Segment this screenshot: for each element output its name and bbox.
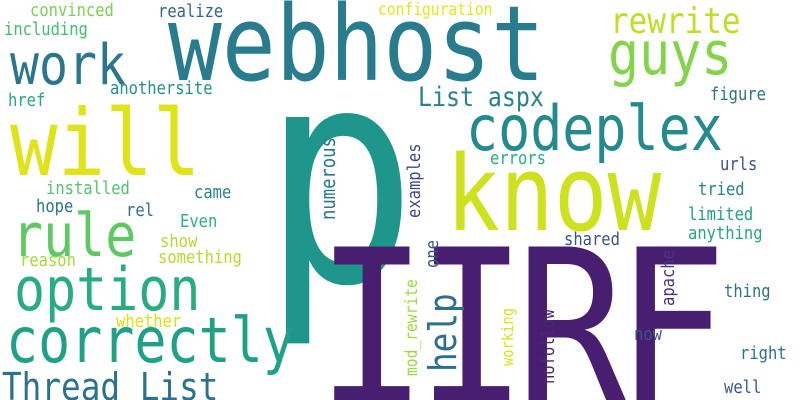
word-numerous: numerous xyxy=(316,137,340,220)
word-option: option xyxy=(14,255,201,325)
word-convinced: convinced xyxy=(30,0,114,21)
word-href: href xyxy=(8,90,46,111)
word-will: will xyxy=(10,90,201,197)
word-anything: anything xyxy=(688,223,763,244)
word-show: show xyxy=(160,231,198,252)
word-work: work xyxy=(10,33,126,98)
word-even: Even xyxy=(180,211,218,232)
word-apache: apache xyxy=(658,250,679,306)
word-limited: limited xyxy=(688,204,754,225)
word-rel: rel xyxy=(126,200,154,221)
word-whether: whether xyxy=(116,311,182,332)
word-installed: installed xyxy=(46,178,130,199)
word-know: know xyxy=(446,133,662,255)
word-correctly: correctly xyxy=(6,304,295,377)
word-right: right xyxy=(740,343,787,364)
word-anothersite: anothersite xyxy=(110,78,213,99)
word-list-aspx: List aspx xyxy=(418,82,544,113)
word-figure: figure xyxy=(710,84,766,105)
word-configuration: configuration xyxy=(378,0,493,20)
word-help: help xyxy=(421,293,465,372)
word-nofollow: nofollow xyxy=(538,309,559,384)
word-reason: reason xyxy=(20,250,76,271)
word-realize: realize xyxy=(158,1,224,22)
word-well: well xyxy=(724,377,762,398)
word-errors: errors xyxy=(490,148,546,169)
word-iirf: IIRF xyxy=(316,204,727,400)
word-examples: examples xyxy=(404,143,425,218)
word-tried: tried xyxy=(698,179,745,200)
word-now: now xyxy=(634,324,662,345)
word-something: something xyxy=(158,247,242,268)
word-came: came xyxy=(194,182,232,203)
word-urls: urls xyxy=(720,154,758,175)
word-p: p xyxy=(262,3,418,352)
word-one: one xyxy=(422,240,443,268)
word-codeplex: codeplex xyxy=(466,92,723,165)
word-thread-list: Thread List xyxy=(2,365,219,400)
word-thing: thing xyxy=(724,281,771,302)
word-rewrite: rewrite xyxy=(610,1,741,42)
word-shared: shared xyxy=(564,229,620,250)
word-mod-rewrite: mod_rewrite xyxy=(402,279,422,376)
word-working: working xyxy=(498,308,517,366)
word-including: including xyxy=(4,19,88,40)
word-guys: guys xyxy=(608,19,733,89)
word-webhost: webhost xyxy=(168,0,545,105)
word-rule: rule xyxy=(12,201,137,271)
word-hope: hope xyxy=(36,196,74,217)
